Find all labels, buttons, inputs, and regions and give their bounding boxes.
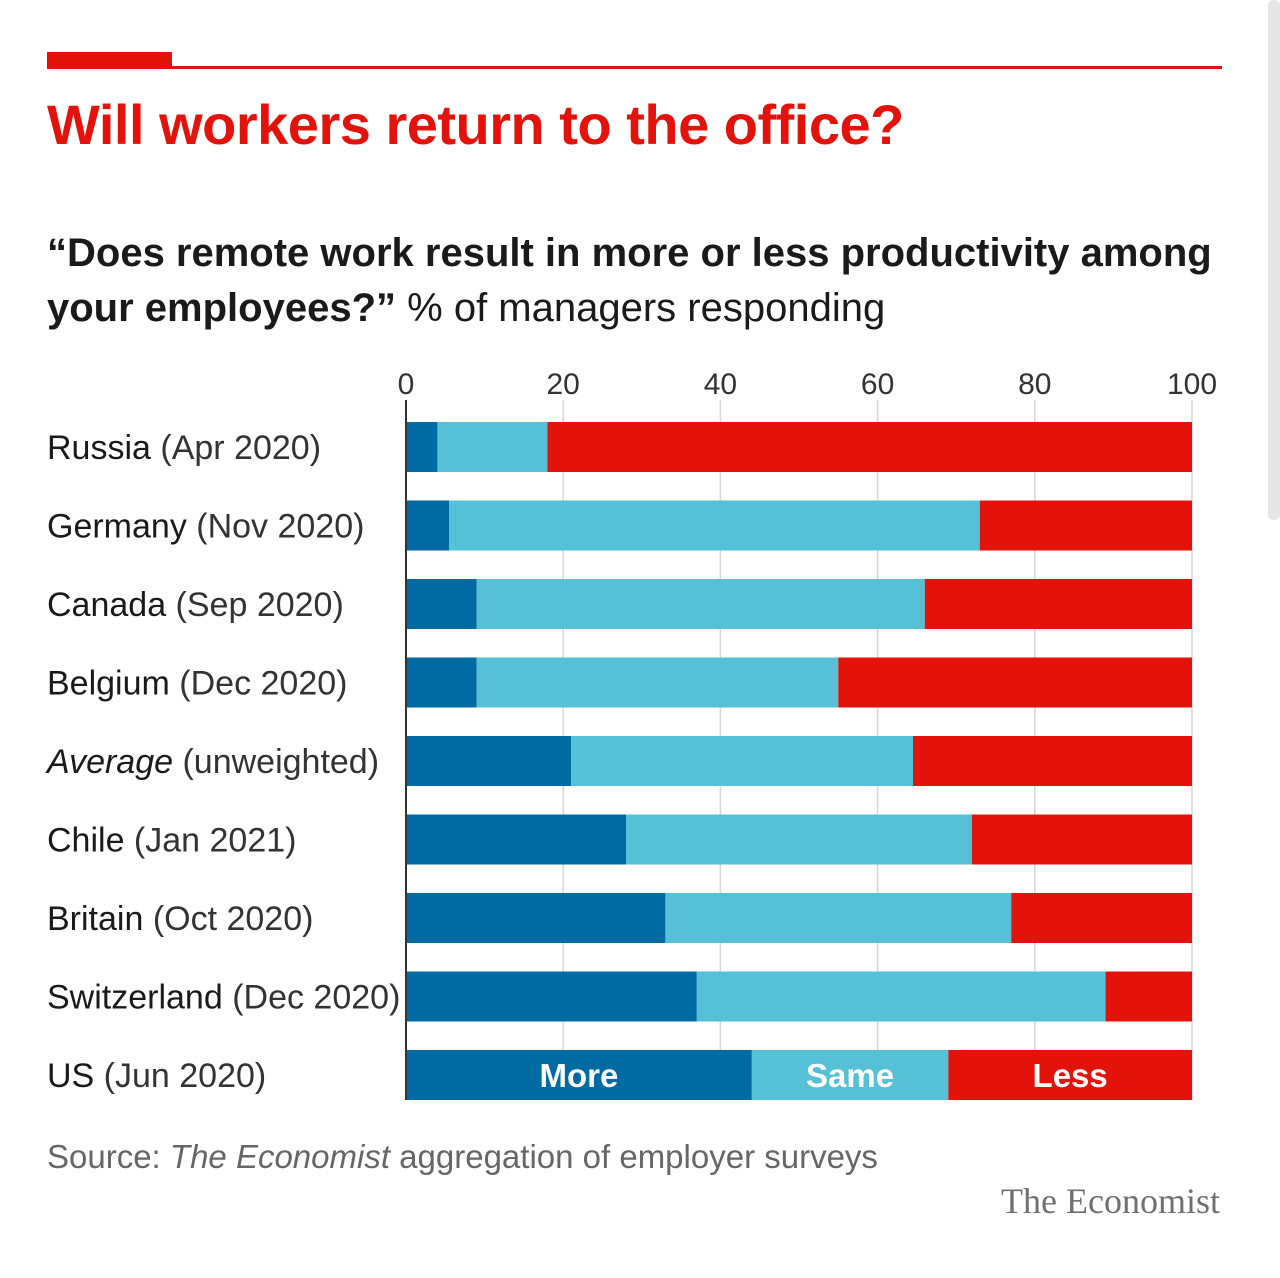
source-prefix: Source: xyxy=(47,1138,161,1175)
bar-segment-same xyxy=(751,1050,949,1100)
scrollbar[interactable] xyxy=(1268,0,1280,520)
legend-label-less: Less xyxy=(1033,1057,1108,1094)
source-note: Source: The Economist aggregation of emp… xyxy=(47,1133,878,1181)
stacked-bar-chart: 0 20 40 60 80 100 More Same Less Russia (Apr 20… xyxy=(45,368,1217,1100)
bar-segment-more xyxy=(406,736,572,786)
category-labels: Russia (Apr 2020) Germany (Nov 2020) Canad… xyxy=(45,429,400,1095)
top-rule xyxy=(47,66,1222,69)
bar-segment-more xyxy=(406,1050,752,1100)
bar-segment-less xyxy=(912,736,1192,786)
bar-segment-more xyxy=(406,893,666,943)
bar-segment-more xyxy=(406,579,477,629)
bar-segment-less xyxy=(971,814,1192,865)
chart-subtitle: “Does remote work result in more or less… xyxy=(47,226,1227,336)
legend-label-more: More xyxy=(539,1057,618,1094)
x-tick-label: 40 xyxy=(704,368,737,401)
bar-segment-same xyxy=(665,893,1012,943)
bar-segment-less xyxy=(838,657,1192,708)
bars: More Same Less xyxy=(406,422,1192,1100)
category-label: Switzerland (Dec 2020) xyxy=(47,979,400,1017)
bar-segment-more xyxy=(406,500,450,551)
accent-bar xyxy=(47,52,172,69)
bar-segment-same xyxy=(449,500,980,551)
category-label: Canada (Sep 2020) xyxy=(47,586,344,624)
category-label: Germany (Nov 2020) xyxy=(47,508,364,546)
bar-segment-more xyxy=(406,971,697,1022)
bar-segment-same xyxy=(437,422,548,472)
x-tick-label: 0 xyxy=(398,368,415,401)
bar-segment-less xyxy=(924,579,1192,629)
category-label: Russia (Apr 2020) xyxy=(47,429,321,467)
source-suffix: aggregation of employer surveys xyxy=(399,1138,878,1175)
bar-segment-more xyxy=(406,657,477,708)
source-publication: The Economist xyxy=(169,1138,390,1175)
bar-segment-same xyxy=(571,736,913,786)
bar-segment-same xyxy=(626,814,972,865)
bar-segment-more xyxy=(406,814,627,865)
bar-segment-less xyxy=(979,500,1192,551)
bar-segment-less xyxy=(547,422,1192,472)
bar-segment-same xyxy=(476,657,839,708)
subtitle-unit: % of managers responding xyxy=(407,286,886,330)
chart-title: Will workers return to the office? xyxy=(47,93,904,156)
bar-segment-less xyxy=(948,1050,1192,1100)
x-tick-label: 20 xyxy=(547,368,580,401)
x-tick-label: 100 xyxy=(1167,368,1217,401)
bar-segment-less xyxy=(1105,971,1192,1022)
bar-segment-less xyxy=(1011,893,1192,943)
economist-logo: The Economist xyxy=(1001,1181,1220,1221)
legend-label-same: Same xyxy=(806,1057,894,1094)
bar-segment-same xyxy=(696,971,1106,1022)
bar-segment-more xyxy=(406,422,438,472)
category-label: Chile (Jan 2021) xyxy=(47,822,296,860)
subtitle-question: “Does remote work result in more or less… xyxy=(47,231,1212,330)
category-label: Average (unweighted) xyxy=(45,743,379,781)
x-tick-label: 60 xyxy=(861,368,894,401)
category-label: Britain (Oct 2020) xyxy=(47,900,313,938)
x-tick-label: 80 xyxy=(1018,368,1051,401)
category-label: US (Jun 2020) xyxy=(47,1057,266,1095)
category-label: Belgium (Dec 2020) xyxy=(47,665,347,703)
bar-segment-same xyxy=(476,579,925,629)
x-axis-ticks: 0 20 40 60 80 100 xyxy=(398,368,1217,401)
